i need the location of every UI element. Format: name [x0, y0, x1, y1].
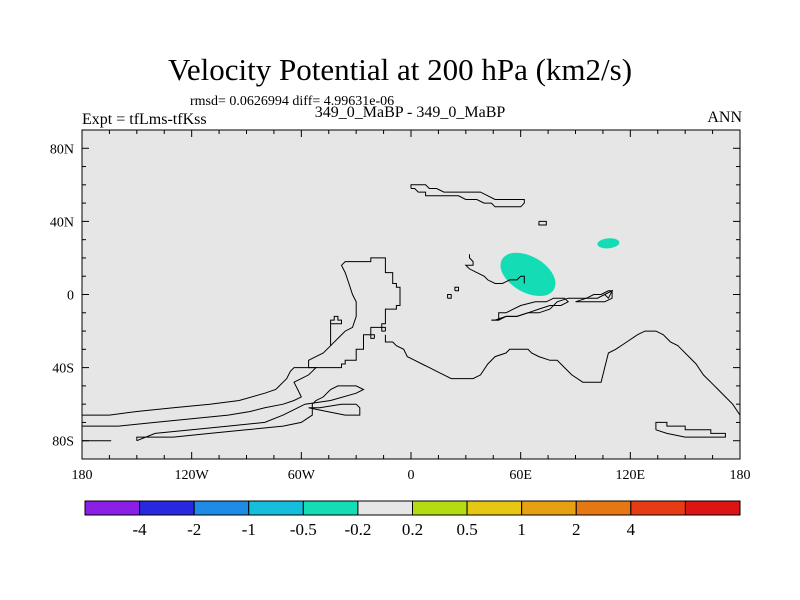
- colorbar-label: 4: [627, 520, 636, 539]
- chart-title: Velocity Potential at 200 hPa (km2/s): [167, 52, 633, 87]
- coastline: [410, 184, 525, 208]
- y-tick-label: 40S: [52, 362, 74, 377]
- colorbar-swatch: [248, 500, 304, 516]
- colorbar: -4 -2 -1 -0.5 -0.2 0.2 0.5 1 2 4: [84, 500, 741, 539]
- coastline: [447, 294, 452, 299]
- x-tick-label: 60W: [288, 468, 316, 483]
- x-tick-label: 180: [730, 468, 751, 483]
- coastline: [82, 261, 357, 427]
- y-tick-label: 0: [67, 289, 74, 304]
- stats-line: rmsd= 0.0626994 diff= 4.99631e-06: [190, 94, 395, 109]
- x-tick-label: 60E: [509, 468, 532, 483]
- colorbar-label: -0.2: [344, 520, 371, 539]
- colorbar-swatch: [630, 500, 686, 516]
- colorbar-swatch: [412, 500, 468, 516]
- colorbar-swatch: [521, 500, 577, 516]
- colorbar-label: -0.5: [290, 520, 317, 539]
- colorbar-label: 2: [572, 520, 581, 539]
- colorbar-swatch: [84, 500, 141, 516]
- coastline: [136, 385, 365, 442]
- colorbar-label: -4: [132, 520, 147, 539]
- colorbar-swatch: [466, 500, 523, 516]
- colorbar-label: 1: [517, 520, 526, 539]
- case-label: 349_0_MaBP - 349_0_MaBP: [314, 104, 506, 121]
- x-tick-label: 120W: [175, 468, 210, 483]
- y-tick-label: 80N: [50, 142, 74, 157]
- coastline: [538, 220, 547, 226]
- colorbar-label: 0.5: [456, 520, 477, 539]
- colorbar-swatch: [575, 500, 632, 516]
- y-tick-label: 40N: [50, 215, 74, 230]
- y-tick-label: 80S: [52, 435, 74, 450]
- coastline: [384, 330, 741, 416]
- coastline: [454, 286, 459, 292]
- colorbar-label: -2: [187, 520, 201, 539]
- colorbar-swatch: [139, 500, 195, 516]
- colorbar-label: -1: [242, 520, 256, 539]
- experiment-label: Expt = tfLms-tfKss: [82, 111, 207, 128]
- coastline: [370, 334, 375, 339]
- coastline: [308, 403, 361, 416]
- coastline: [575, 290, 613, 303]
- season-label: ANN: [707, 109, 742, 126]
- x-tick-label: 120E: [616, 468, 646, 483]
- coastline: [82, 257, 401, 416]
- colorbar-swatch: [684, 500, 741, 516]
- coastline: [491, 297, 570, 321]
- anomaly-region: [500, 252, 556, 297]
- coastline: [381, 326, 386, 332]
- anomaly-region: [597, 238, 620, 249]
- colorbar-swatch: [193, 500, 250, 516]
- colorbar-swatch: [357, 500, 413, 516]
- colorbar-label: 0.2: [402, 520, 423, 539]
- map-background: [82, 130, 740, 459]
- colorbar-swatch: [302, 500, 359, 516]
- coastline: [655, 421, 726, 438]
- x-tick-label: 180: [72, 468, 93, 483]
- plot-area: 180 120W 60W 0 60E 120E 180 80N 40N 0 40S 80S: [50, 129, 751, 483]
- x-tick-label: 0: [408, 468, 415, 483]
- coastline: [464, 254, 525, 284]
- coastline: [330, 315, 342, 346]
